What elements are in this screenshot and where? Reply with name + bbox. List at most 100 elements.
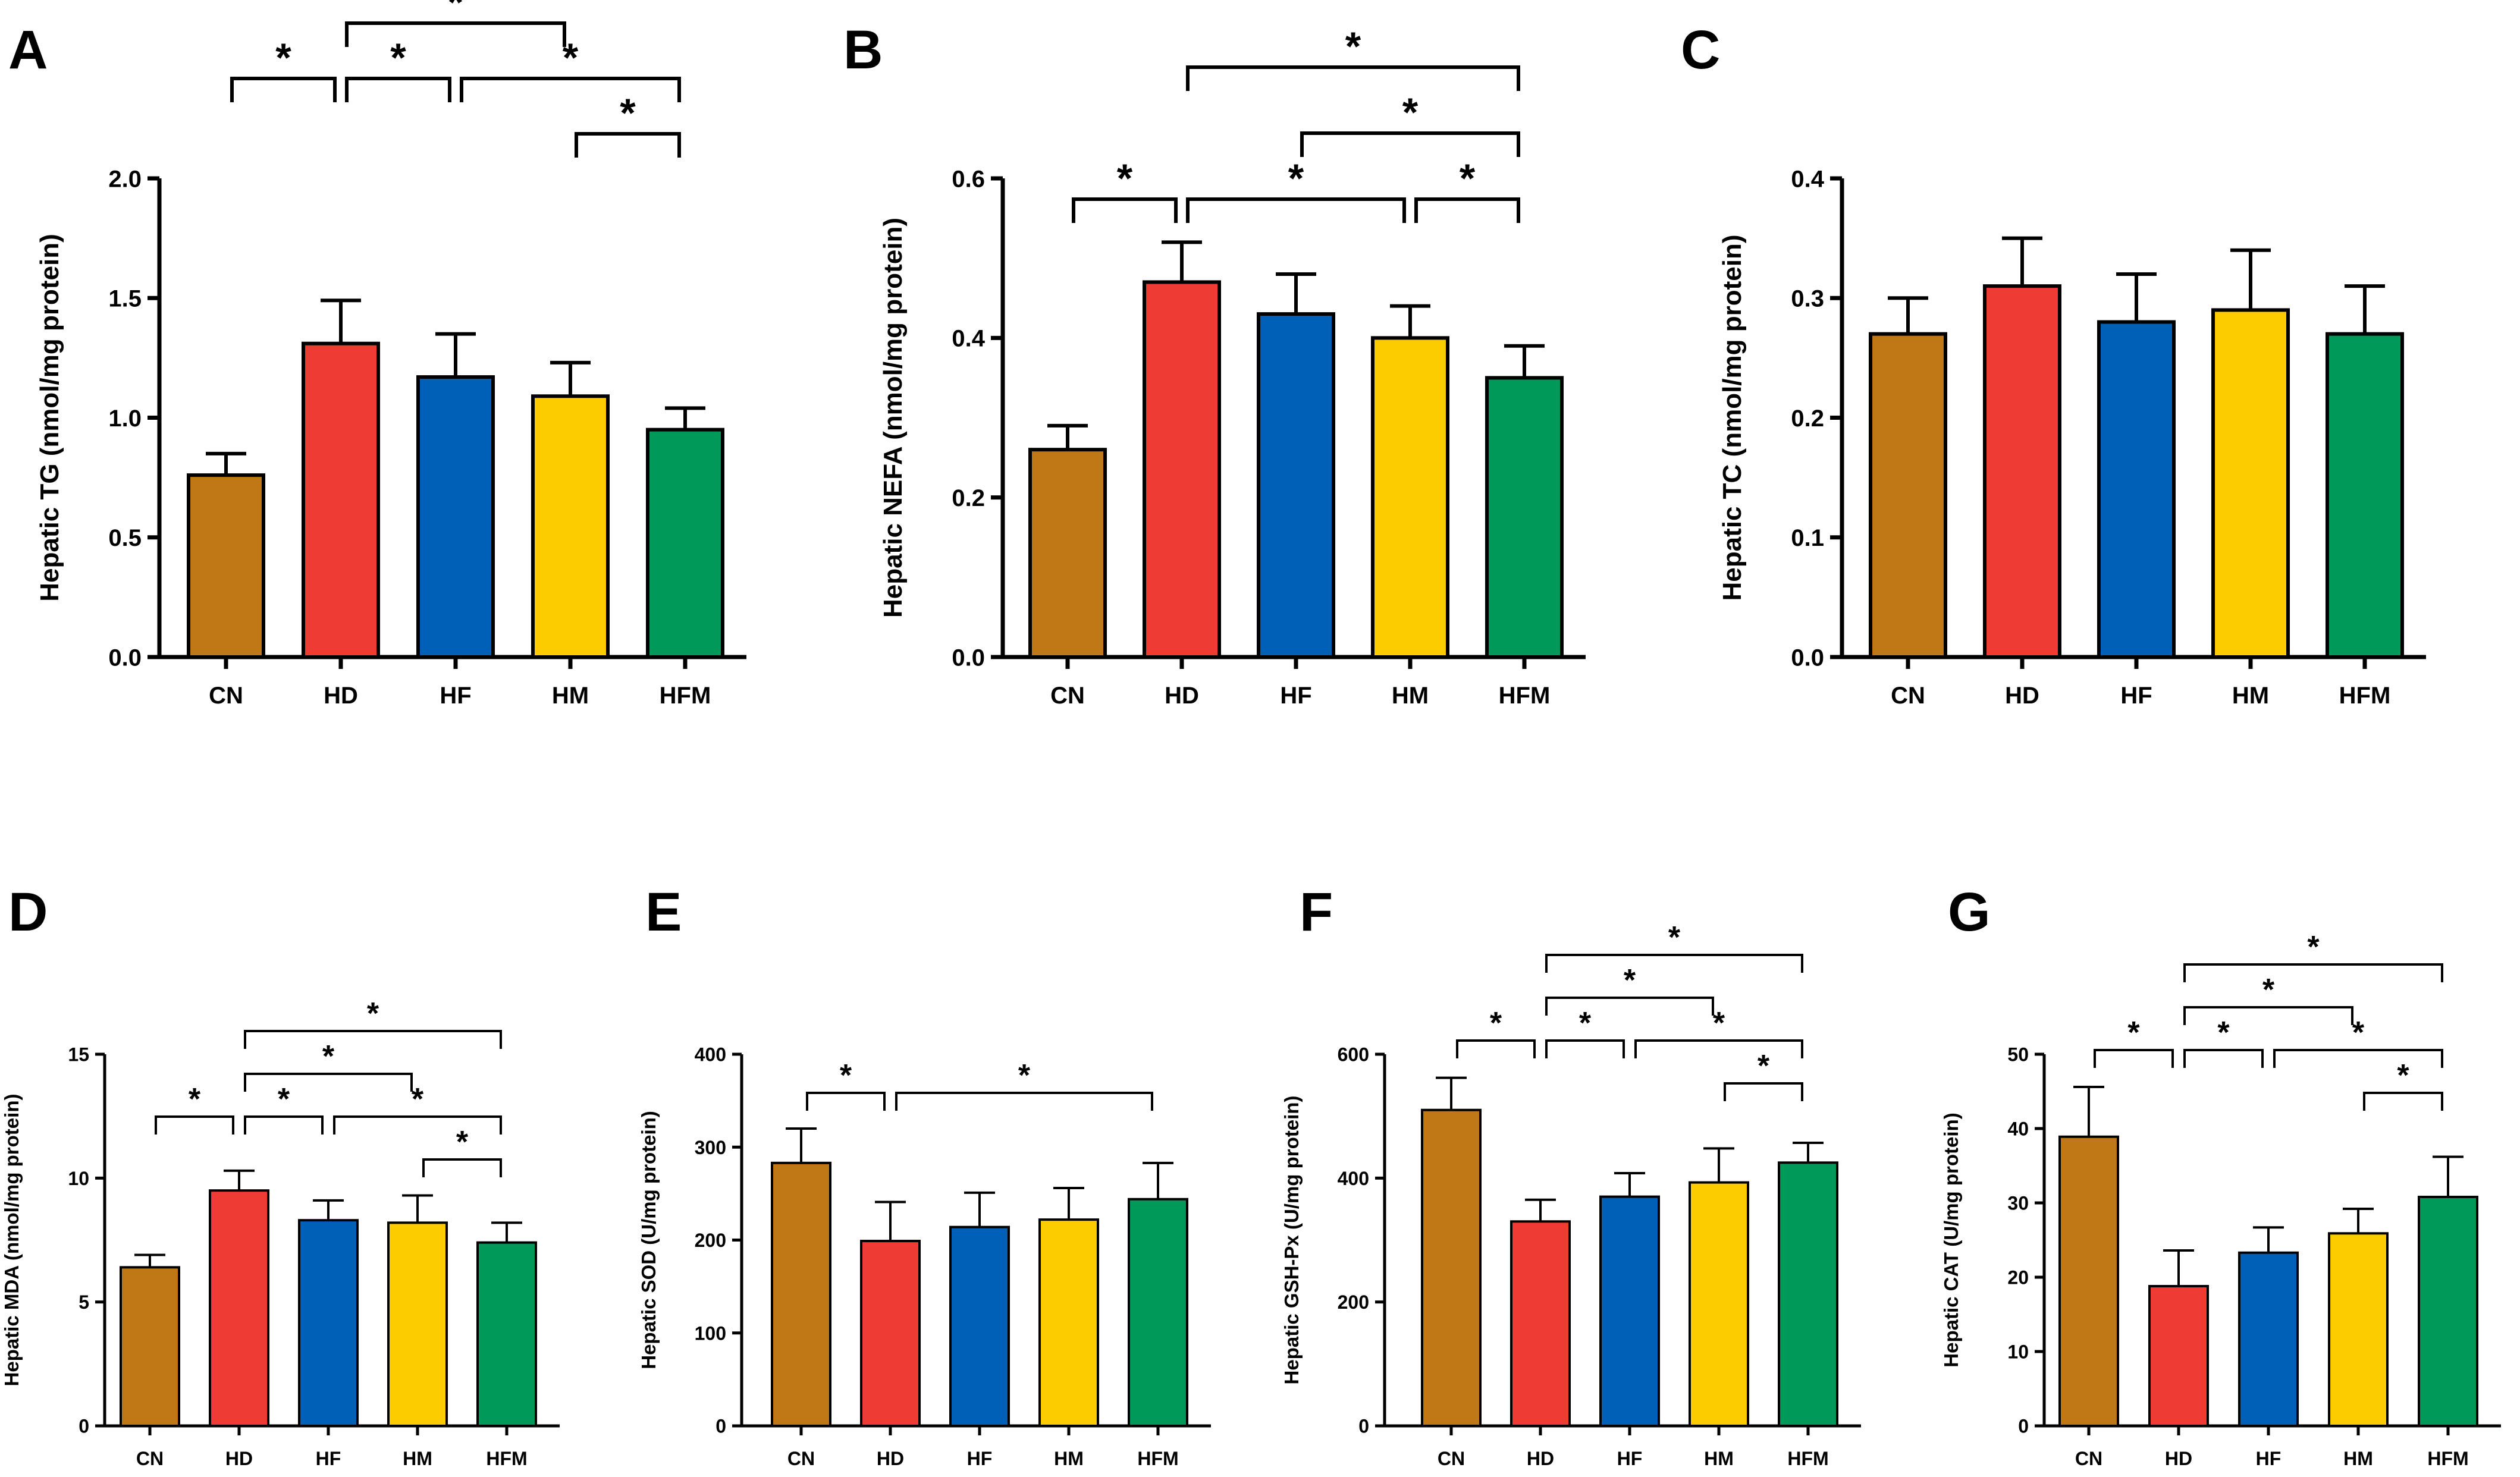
y-tick-label: 100 bbox=[695, 1322, 726, 1344]
y-tick-label: 0.1 bbox=[1791, 525, 1824, 551]
x-tick-label: HD bbox=[1165, 683, 1199, 709]
x-tick-label: HF bbox=[967, 1448, 993, 1469]
panel-letter: G bbox=[1948, 882, 1991, 942]
bar-hfm bbox=[476, 1241, 537, 1428]
x-tick-label: HFM bbox=[2339, 683, 2391, 709]
y-tick-label: 400 bbox=[1338, 1168, 1369, 1189]
bar-cn bbox=[1028, 448, 1107, 659]
y-tick-label: 0.0 bbox=[1791, 645, 1824, 671]
bar-hd bbox=[1983, 284, 2061, 659]
y-axis-label: Hepatic GSH-Px (U/mg protein) bbox=[1281, 1096, 1303, 1385]
significance-star: * bbox=[1490, 1006, 1502, 1041]
bar-hd bbox=[1510, 1220, 1571, 1427]
significance-bracket bbox=[895, 1092, 1153, 1111]
y-tick-label: 0 bbox=[2018, 1416, 2029, 1437]
bar-hf bbox=[1257, 312, 1335, 659]
significance-star: * bbox=[840, 1058, 852, 1093]
y-axis-label: Hepatic CAT (U/mg protein) bbox=[1940, 1113, 1962, 1367]
y-tick-label: 2.0 bbox=[108, 166, 142, 192]
x-tick-label: CN bbox=[209, 683, 243, 709]
significance-bracket bbox=[1456, 1039, 1536, 1058]
bar-cn bbox=[2058, 1135, 2119, 1427]
significance-bracket bbox=[2183, 1006, 2353, 1025]
x-tick-label: HF bbox=[1280, 683, 1311, 709]
significance-bracket bbox=[806, 1092, 886, 1111]
bar-hfm bbox=[646, 428, 724, 659]
x-tick-label: HM bbox=[403, 1448, 432, 1469]
x-tick-label: HFM bbox=[1137, 1448, 1178, 1469]
y-tick-label: 0 bbox=[715, 1416, 726, 1437]
significance-bracket bbox=[1634, 1039, 1803, 1058]
bar-cn bbox=[1421, 1108, 1482, 1427]
significance-bracket bbox=[230, 77, 337, 102]
panel-letter: A bbox=[8, 20, 48, 80]
chart-panel-a: A 0.0 0.5 1.0 1.5 2.0 Hepatic TG (nmol/mg prot… bbox=[8, 0, 746, 709]
bar-hfm bbox=[1485, 376, 1564, 659]
significance-star: * bbox=[2397, 1058, 2409, 1093]
significance-star: * bbox=[275, 35, 291, 80]
significance-star: * bbox=[620, 90, 636, 136]
bar-hm bbox=[2211, 308, 2290, 659]
significance-star: * bbox=[412, 1082, 424, 1117]
y-tick-label: 10 bbox=[68, 1168, 89, 1189]
y-tick-label: 400 bbox=[695, 1044, 726, 1066]
y-tick-label: 300 bbox=[695, 1137, 726, 1158]
x-tick-label: HD bbox=[324, 683, 358, 709]
x-tick-label: HF bbox=[2256, 1448, 2282, 1469]
significance-bracket bbox=[244, 1115, 324, 1135]
x-tick-label: CN bbox=[136, 1448, 164, 1469]
x-tick-label: HF bbox=[1617, 1448, 1643, 1469]
significance-bracket bbox=[460, 77, 681, 102]
x-tick-label: HM bbox=[2343, 1448, 2373, 1469]
x-tick-label: HM bbox=[1704, 1448, 1734, 1469]
x-tick-label: HD bbox=[2005, 683, 2039, 709]
chart-panel-c: C 0.0 0.1 0.2 0.3 0.4 Hepatic TC (nmol/mg prot… bbox=[1681, 20, 2426, 709]
significance-star: * bbox=[278, 1082, 290, 1117]
panel-letter: F bbox=[1300, 882, 1333, 942]
y-tick-label: 0.5 bbox=[108, 525, 142, 551]
bar-hfm bbox=[1128, 1198, 1188, 1427]
bar-hd bbox=[209, 1189, 269, 1427]
y-tick-label: 200 bbox=[1338, 1291, 1369, 1313]
x-tick-label: CN bbox=[1891, 683, 1925, 709]
significance-star: * bbox=[448, 0, 464, 25]
panel-letter: B bbox=[843, 20, 883, 80]
significance-bracket bbox=[575, 132, 681, 158]
bar-hd bbox=[1143, 280, 1221, 659]
significance-bracket bbox=[2363, 1092, 2443, 1111]
significance-bracket bbox=[1186, 197, 1406, 223]
y-tick-label: 0.6 bbox=[952, 166, 985, 192]
y-tick-label: 0.2 bbox=[1791, 406, 1824, 432]
significance-star: * bbox=[1460, 156, 1476, 201]
x-tick-label: HD bbox=[1527, 1448, 1554, 1469]
significance-star: * bbox=[390, 35, 406, 80]
significance-bracket bbox=[345, 21, 566, 47]
y-tick-label: 40 bbox=[2007, 1118, 2029, 1140]
x-tick-label: HFM bbox=[1499, 683, 1551, 709]
x-tick-label: HD bbox=[2165, 1448, 2192, 1469]
significance-bracket bbox=[2183, 1049, 2264, 1068]
y-axis-label: Hepatic MDA (nmol/mg protein) bbox=[1, 1094, 23, 1387]
y-tick-label: 0.4 bbox=[952, 326, 985, 352]
significance-bracket bbox=[244, 1073, 413, 1092]
significance-star: * bbox=[1713, 1006, 1725, 1041]
x-tick-label: HFM bbox=[1787, 1448, 1828, 1469]
significance-bracket bbox=[1414, 197, 1520, 223]
bar-hm bbox=[2328, 1232, 2389, 1427]
y-tick-label: 20 bbox=[2007, 1267, 2029, 1289]
x-tick-label: HD bbox=[877, 1448, 904, 1469]
significance-bracket bbox=[2183, 963, 2443, 982]
bar-hd bbox=[860, 1240, 921, 1427]
y-tick-label: 600 bbox=[1338, 1044, 1369, 1066]
significance-star: * bbox=[1288, 156, 1304, 201]
x-tick-label: HFM bbox=[2427, 1448, 2468, 1469]
significance-bracket bbox=[155, 1115, 234, 1135]
significance-star: * bbox=[2262, 973, 2275, 1007]
significance-star: * bbox=[1402, 90, 1419, 135]
significance-star: * bbox=[1018, 1058, 1031, 1093]
significance-star: * bbox=[322, 1039, 335, 1074]
significance-star: * bbox=[456, 1125, 469, 1159]
significance-star: * bbox=[1624, 963, 1636, 998]
panel-letter: D bbox=[8, 882, 48, 942]
